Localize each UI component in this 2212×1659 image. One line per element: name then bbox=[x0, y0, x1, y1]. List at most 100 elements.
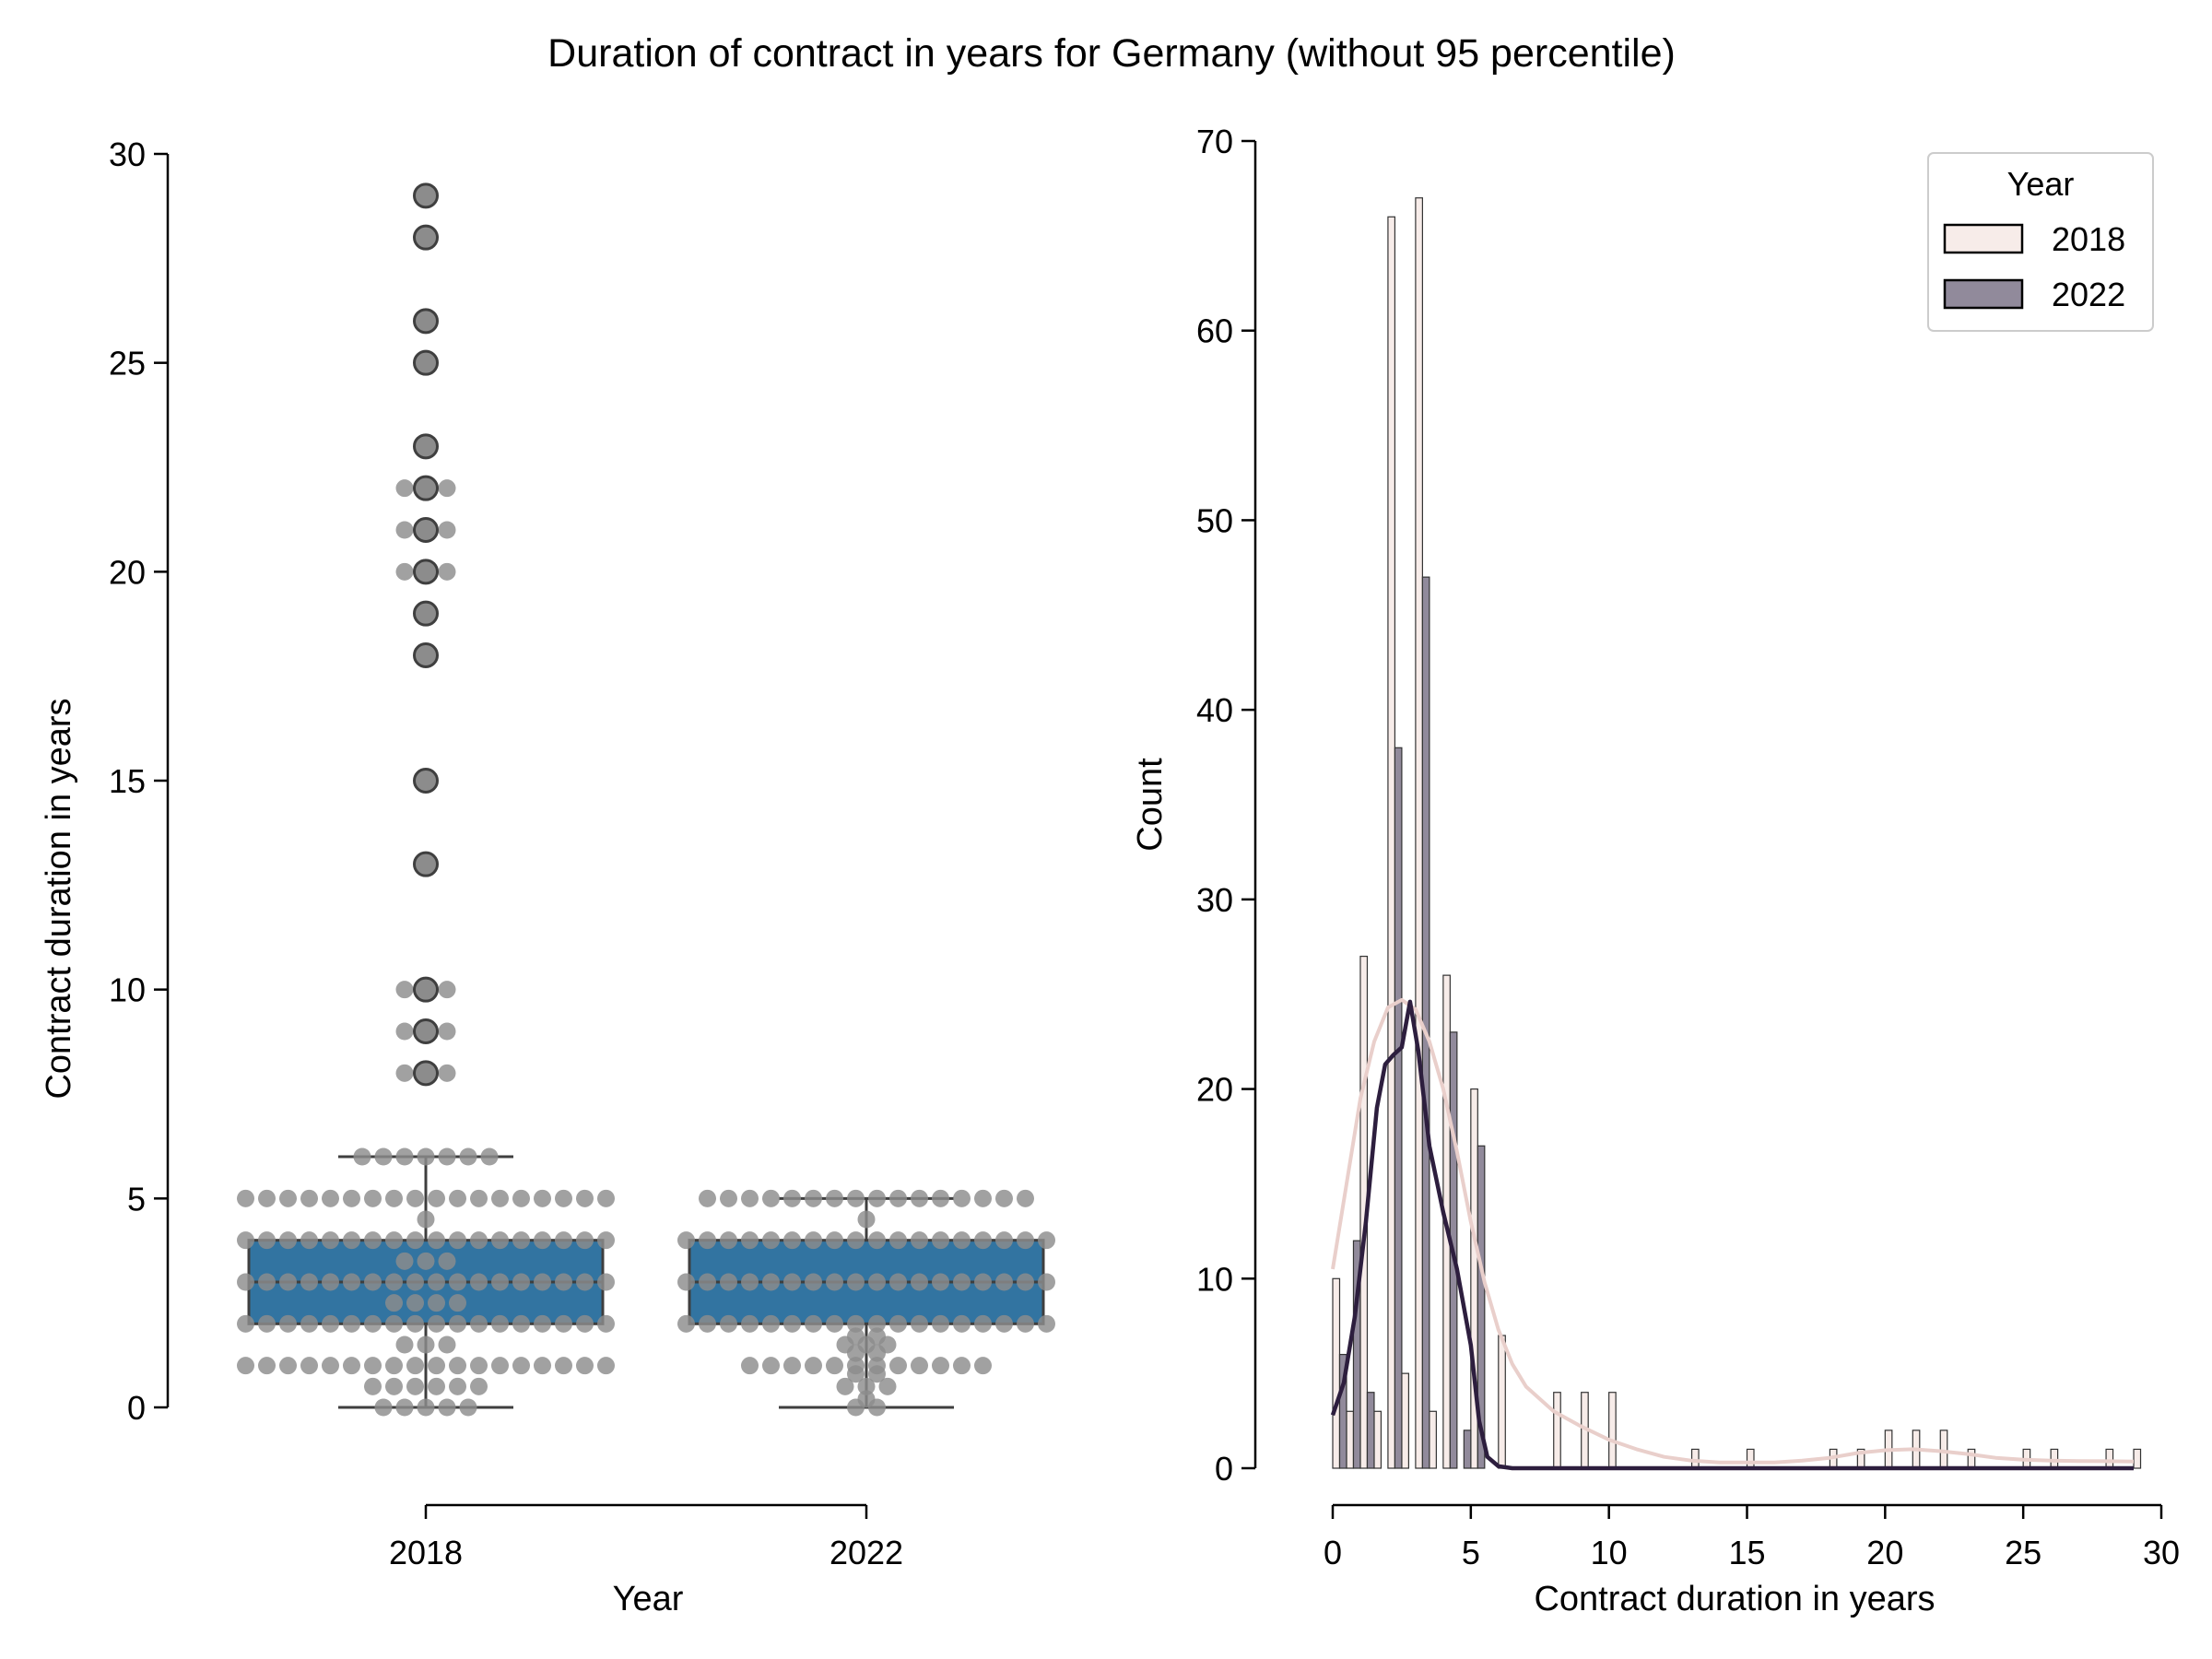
swarm-point bbox=[783, 1189, 801, 1207]
swarm-point bbox=[480, 1147, 499, 1166]
swarm-point bbox=[576, 1189, 594, 1207]
histogram-axes: 0 10 20 30 40 50 60 70 0 5 10 15 20 25 30 bbox=[1196, 123, 2180, 1571]
swarm-point bbox=[512, 1314, 530, 1333]
swarm-point bbox=[449, 1294, 466, 1312]
swarm-point bbox=[889, 1231, 907, 1250]
swarm-point bbox=[438, 521, 456, 539]
swarm-point bbox=[406, 1357, 424, 1375]
histogram-x-tick-label: 25 bbox=[2005, 1534, 2041, 1571]
swarm-point bbox=[428, 1377, 445, 1395]
swarm-point bbox=[1017, 1273, 1034, 1291]
swarm-point bbox=[597, 1231, 615, 1250]
histogram-y-tick-label: 30 bbox=[1196, 881, 1233, 919]
swarm-point bbox=[805, 1231, 822, 1250]
swarm-point bbox=[406, 1377, 424, 1395]
swarm-point bbox=[741, 1314, 759, 1333]
swarm-point bbox=[395, 521, 414, 539]
histogram-x-tick-label: 15 bbox=[1728, 1534, 1765, 1571]
swarm-point bbox=[836, 1377, 854, 1395]
swarm-point bbox=[576, 1357, 594, 1375]
swarm-point bbox=[258, 1189, 276, 1207]
swarm-point bbox=[279, 1357, 297, 1375]
swarm-point bbox=[258, 1314, 276, 1333]
histogram-bar-2022 bbox=[1338, 1353, 1347, 1469]
histogram-bar-2018 bbox=[1746, 1448, 1755, 1469]
swarm-point bbox=[1038, 1273, 1055, 1291]
swarm-point bbox=[470, 1189, 488, 1207]
swarm-point bbox=[438, 1398, 456, 1417]
histogram-bar-2018 bbox=[1332, 1277, 1341, 1469]
swarm-point bbox=[911, 1189, 928, 1207]
histogram-x-tick-label: 5 bbox=[1462, 1534, 1480, 1571]
swarm-point bbox=[449, 1377, 466, 1395]
swarm-point bbox=[889, 1357, 907, 1375]
histogram-y-tick-label: 20 bbox=[1196, 1071, 1233, 1109]
swarm-point bbox=[364, 1189, 382, 1207]
swarm-point bbox=[889, 1189, 907, 1207]
histogram-y-tick-label: 70 bbox=[1196, 123, 1233, 160]
swarm-point bbox=[857, 1210, 876, 1229]
swarm-point bbox=[385, 1231, 403, 1250]
swarm-point bbox=[889, 1273, 907, 1291]
swarm-point bbox=[720, 1231, 737, 1250]
swarm-point bbox=[1017, 1231, 1034, 1250]
swarm-point bbox=[677, 1273, 695, 1291]
swarm-point bbox=[512, 1189, 530, 1207]
histogram-bar-2022 bbox=[1463, 1430, 1472, 1469]
swarm-point bbox=[300, 1231, 318, 1250]
swarm-point bbox=[512, 1273, 530, 1291]
swarm-point bbox=[878, 1377, 897, 1395]
legend-swatch-2022 bbox=[1943, 278, 2024, 310]
swarm-point bbox=[534, 1357, 551, 1375]
histogram-bar-2018 bbox=[1415, 197, 1423, 1469]
histogram-bar-2018 bbox=[1608, 1392, 1617, 1469]
histogram-legend: Year 2018 2022 bbox=[1927, 152, 2154, 332]
swarm-point bbox=[237, 1314, 254, 1333]
outlier-point-2018 bbox=[413, 851, 439, 877]
legend-title: Year bbox=[2007, 165, 2075, 203]
swarm-point bbox=[995, 1231, 1013, 1250]
swarm-point bbox=[385, 1189, 403, 1207]
swarm-point bbox=[826, 1273, 843, 1291]
histogram-bar-2018 bbox=[2105, 1448, 2114, 1469]
histogram-x-tick-label: 20 bbox=[1866, 1534, 1903, 1571]
swarm-point bbox=[395, 562, 414, 581]
histogram-bar-2022 bbox=[1366, 1392, 1375, 1469]
swarm-point bbox=[597, 1357, 615, 1375]
swarm-point bbox=[300, 1357, 318, 1375]
histogram-bar-2022 bbox=[1477, 1145, 1486, 1469]
swarm-point bbox=[868, 1314, 886, 1333]
swarm-point bbox=[364, 1377, 382, 1395]
box-plot-y-tick-label: 10 bbox=[109, 971, 146, 1009]
swarm-point bbox=[762, 1189, 780, 1207]
histogram-bar-2018 bbox=[1429, 1410, 1437, 1469]
swarm-point bbox=[762, 1314, 780, 1333]
histogram-bar-2018 bbox=[1346, 1410, 1355, 1469]
box-plot-y-tick-label: 25 bbox=[109, 345, 146, 382]
swarm-point bbox=[953, 1273, 971, 1291]
swarm-point bbox=[932, 1357, 949, 1375]
swarm-point bbox=[322, 1231, 339, 1250]
swarm-point bbox=[385, 1294, 403, 1312]
swarm-point bbox=[300, 1273, 318, 1291]
swarm-point bbox=[385, 1273, 403, 1291]
swarm-point bbox=[470, 1377, 488, 1395]
swarm-point bbox=[826, 1357, 843, 1375]
swarm-point bbox=[417, 1252, 435, 1270]
swarm-point bbox=[449, 1357, 466, 1375]
swarm-point bbox=[911, 1273, 928, 1291]
swarm-point bbox=[395, 981, 414, 999]
swarm-point bbox=[279, 1314, 297, 1333]
swarm-point bbox=[826, 1231, 843, 1250]
swarm-point bbox=[512, 1357, 530, 1375]
swarm-point bbox=[449, 1231, 466, 1250]
swarm-point bbox=[576, 1273, 594, 1291]
swarm-point bbox=[237, 1273, 254, 1291]
swarm-point bbox=[555, 1357, 572, 1375]
swarm-point bbox=[847, 1231, 865, 1250]
swarm-point bbox=[868, 1273, 886, 1291]
swarm-point bbox=[395, 1252, 414, 1270]
swarm-point bbox=[395, 1022, 414, 1041]
outlier-point-2018 bbox=[413, 642, 439, 668]
swarm-point bbox=[868, 1357, 886, 1375]
